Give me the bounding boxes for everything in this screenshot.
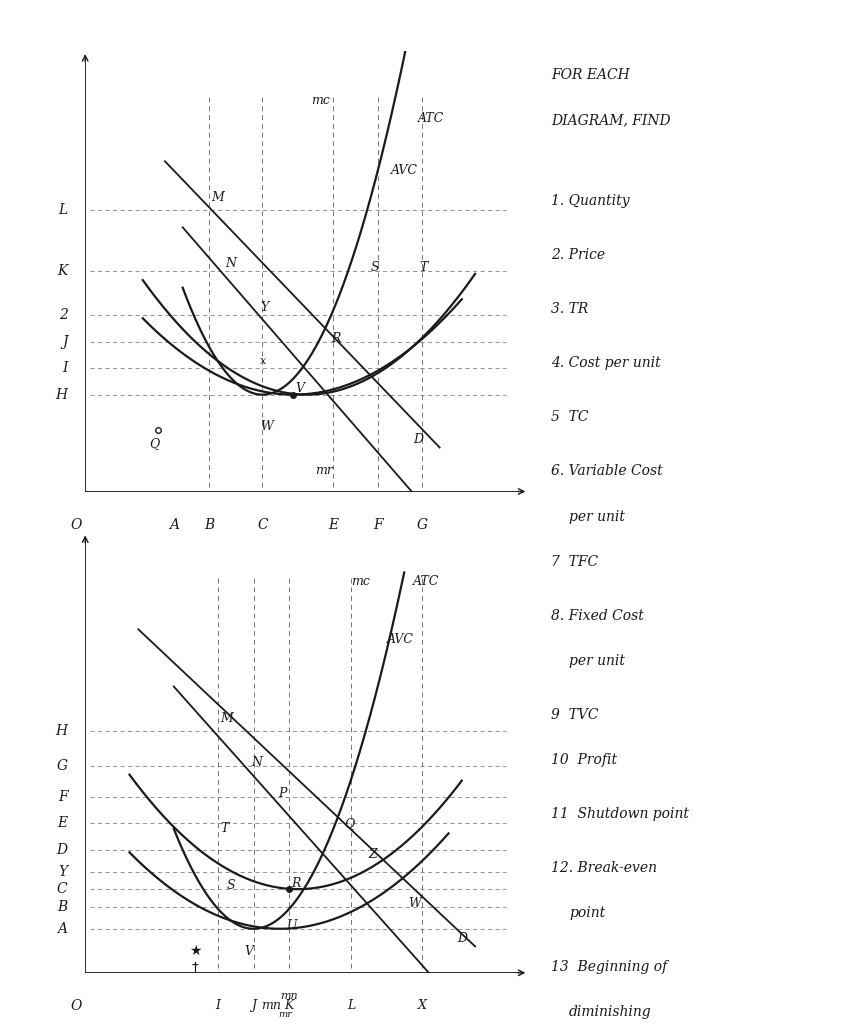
Text: K: K (285, 999, 294, 1012)
Text: O: O (71, 518, 82, 531)
Text: mn: mn (262, 999, 281, 1012)
Text: 2: 2 (59, 308, 67, 323)
Text: 2. Price: 2. Price (551, 248, 606, 262)
Text: AVC: AVC (387, 633, 413, 645)
Text: Z: Z (369, 848, 377, 861)
Text: H: H (55, 724, 67, 737)
Text: ATC: ATC (417, 112, 444, 125)
Text: W: W (409, 897, 422, 909)
Text: N: N (225, 257, 236, 270)
Text: M: M (221, 712, 233, 725)
Text: 9  TVC: 9 TVC (551, 708, 599, 722)
Text: D: D (458, 932, 468, 945)
Text: G: G (56, 759, 67, 773)
Text: ★: ★ (189, 944, 202, 957)
Text: L: L (58, 203, 67, 217)
Text: J: J (62, 335, 67, 349)
Text: mn: mn (280, 991, 297, 1001)
Text: T: T (420, 261, 428, 274)
Text: V: V (296, 382, 305, 395)
Text: per unit: per unit (569, 510, 625, 523)
Text: O: O (71, 999, 82, 1013)
Text: R: R (331, 332, 341, 345)
Text: I: I (62, 361, 67, 375)
Text: 5  TC: 5 TC (551, 411, 589, 424)
Text: S: S (371, 261, 380, 274)
Text: L: L (347, 999, 355, 1012)
Text: per unit: per unit (569, 653, 625, 668)
Text: 4. Cost per unit: 4. Cost per unit (551, 356, 661, 371)
Text: Y: Y (58, 864, 67, 879)
Text: AVC: AVC (391, 165, 417, 177)
Text: Y: Y (260, 301, 268, 314)
Text: F: F (373, 518, 383, 531)
Text: H: H (55, 388, 67, 401)
Text: R: R (291, 877, 301, 890)
Text: x: x (260, 355, 267, 366)
Text: G: G (417, 518, 428, 531)
Text: 11  Shutdown point: 11 Shutdown point (551, 807, 689, 821)
Text: diminishing: diminishing (569, 1006, 652, 1019)
Text: N: N (251, 756, 262, 769)
Text: K: K (57, 264, 67, 279)
Text: †: † (192, 962, 199, 976)
Text: D: D (413, 433, 423, 446)
Text: 12. Break-even: 12. Break-even (551, 861, 657, 874)
Text: V: V (245, 945, 254, 958)
Text: A: A (57, 922, 67, 936)
Text: mc: mc (311, 94, 330, 108)
Text: D: D (56, 843, 67, 856)
Text: A: A (169, 518, 179, 531)
Text: I: I (216, 999, 221, 1012)
Text: point: point (569, 906, 606, 920)
Text: F: F (58, 790, 67, 804)
Text: 10  Profit: 10 Profit (551, 753, 618, 767)
Text: B: B (204, 518, 215, 531)
Text: W: W (260, 420, 273, 433)
Text: 3. TR: 3. TR (551, 302, 589, 316)
Text: S: S (227, 880, 236, 892)
Text: Q: Q (149, 437, 159, 451)
Text: E: E (57, 816, 67, 830)
Text: ATC: ATC (413, 575, 440, 589)
Text: J: J (251, 999, 256, 1012)
Text: C: C (57, 882, 67, 896)
Text: FOR EACH: FOR EACH (551, 68, 630, 82)
Text: E: E (328, 518, 338, 531)
Text: 6. Variable Cost: 6. Variable Cost (551, 465, 663, 478)
Text: mr: mr (315, 464, 333, 477)
Text: 13  Beginning of: 13 Beginning of (551, 961, 667, 974)
Text: B: B (57, 900, 67, 913)
Text: 1. Quantity: 1. Quantity (551, 195, 630, 208)
Text: U: U (287, 919, 297, 932)
Text: 7  TFC: 7 TFC (551, 555, 598, 568)
Text: 8. Fixed Cost: 8. Fixed Cost (551, 608, 644, 623)
Text: DIAGRAM, FIND: DIAGRAM, FIND (551, 113, 671, 127)
Text: P: P (278, 786, 286, 800)
Text: T: T (221, 822, 228, 835)
Text: X: X (417, 999, 426, 1012)
Text: mr: mr (278, 1010, 291, 1019)
Text: C: C (257, 518, 268, 531)
Text: Q: Q (344, 817, 354, 830)
Text: M: M (211, 190, 224, 204)
Text: mc: mc (351, 575, 370, 589)
